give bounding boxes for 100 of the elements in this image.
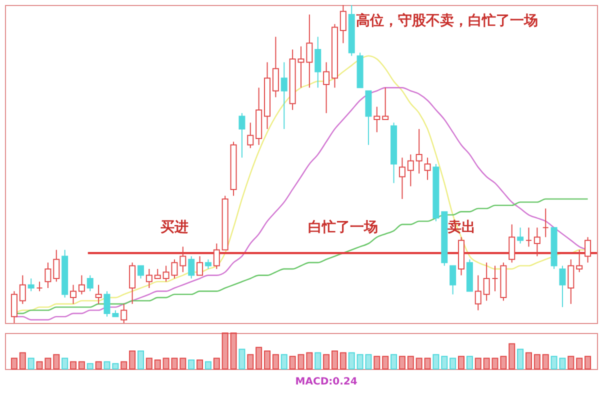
candlestick xyxy=(508,224,516,264)
candlestick xyxy=(146,268,152,289)
candlestick xyxy=(576,249,583,273)
bar xyxy=(289,356,296,370)
candlestick xyxy=(36,281,43,292)
bar xyxy=(86,363,94,370)
candlestick xyxy=(407,154,414,187)
candlestick xyxy=(424,157,431,180)
bar xyxy=(19,352,26,370)
bar xyxy=(432,354,440,370)
bar xyxy=(398,356,406,370)
bar xyxy=(62,358,68,370)
bar xyxy=(441,356,448,370)
candlestick xyxy=(559,265,566,308)
candlestick xyxy=(340,4,346,44)
candlestick xyxy=(525,227,532,248)
candlestick xyxy=(95,284,102,304)
bar xyxy=(525,352,532,370)
candlestick xyxy=(137,265,144,279)
candlestick xyxy=(53,249,60,282)
bar xyxy=(112,363,119,370)
bar xyxy=(188,360,195,370)
bar xyxy=(492,358,498,370)
bar xyxy=(129,350,136,370)
candlestick xyxy=(272,36,279,98)
bar xyxy=(28,358,34,370)
bar xyxy=(374,356,380,370)
bar xyxy=(180,358,186,370)
bar xyxy=(500,356,507,370)
bar xyxy=(365,354,372,370)
candlestick xyxy=(374,106,380,133)
bar xyxy=(534,354,540,370)
candlestick xyxy=(483,262,490,302)
bar xyxy=(517,348,524,370)
bar xyxy=(154,360,161,370)
bar xyxy=(78,361,85,370)
candlestick xyxy=(129,262,136,304)
bar xyxy=(340,352,346,370)
bar xyxy=(247,354,254,370)
bar xyxy=(306,352,313,370)
candlestick xyxy=(120,303,128,324)
bar xyxy=(407,356,414,370)
candlestick xyxy=(154,268,161,279)
candlestick xyxy=(492,265,498,292)
candlestick xyxy=(70,284,77,304)
bar xyxy=(53,354,60,370)
candlestick xyxy=(398,157,406,200)
bar xyxy=(280,354,288,370)
text: MACD:0.24 xyxy=(295,376,358,388)
bar xyxy=(137,350,144,370)
bar xyxy=(458,356,465,370)
bar xyxy=(382,356,389,370)
candlestick xyxy=(44,262,52,289)
bar xyxy=(10,358,18,370)
candlestick xyxy=(19,274,26,304)
bar xyxy=(568,356,574,370)
candlestick xyxy=(204,258,212,270)
candlestick xyxy=(10,290,18,324)
bar xyxy=(474,358,482,370)
bar xyxy=(348,352,355,370)
annotation: 白忙了一场 xyxy=(308,220,378,236)
candlestick xyxy=(584,236,592,264)
bar xyxy=(331,350,338,370)
bar xyxy=(146,358,152,370)
bar xyxy=(466,356,473,370)
candlestick xyxy=(180,246,186,273)
candlestick xyxy=(534,227,540,257)
candlestick xyxy=(28,278,34,292)
bar xyxy=(508,343,516,370)
bar xyxy=(44,358,52,370)
bar xyxy=(314,352,322,370)
candlestick xyxy=(238,112,246,158)
bar xyxy=(483,358,490,370)
candlestick xyxy=(450,265,456,295)
bar xyxy=(120,361,128,370)
bar xyxy=(70,361,77,370)
bar xyxy=(298,354,304,370)
bar xyxy=(576,358,583,370)
candlestick xyxy=(382,87,389,120)
candlestick xyxy=(280,62,288,130)
bar xyxy=(390,354,398,370)
bar xyxy=(559,358,566,370)
bar xyxy=(213,358,220,370)
bar xyxy=(171,358,178,370)
annotation: 买进 xyxy=(160,220,188,236)
bar xyxy=(104,361,110,370)
candlestick xyxy=(542,208,549,238)
bar xyxy=(204,361,212,370)
bar xyxy=(416,358,422,370)
candlestick xyxy=(474,274,482,311)
bar xyxy=(424,358,431,370)
bar xyxy=(222,332,228,370)
bar xyxy=(264,350,271,370)
candlestick xyxy=(188,256,195,279)
bar xyxy=(356,354,364,370)
candlestick xyxy=(78,274,85,295)
candlestick xyxy=(86,274,94,292)
bar xyxy=(584,356,592,370)
bar xyxy=(323,354,330,370)
candlestick xyxy=(416,128,422,174)
